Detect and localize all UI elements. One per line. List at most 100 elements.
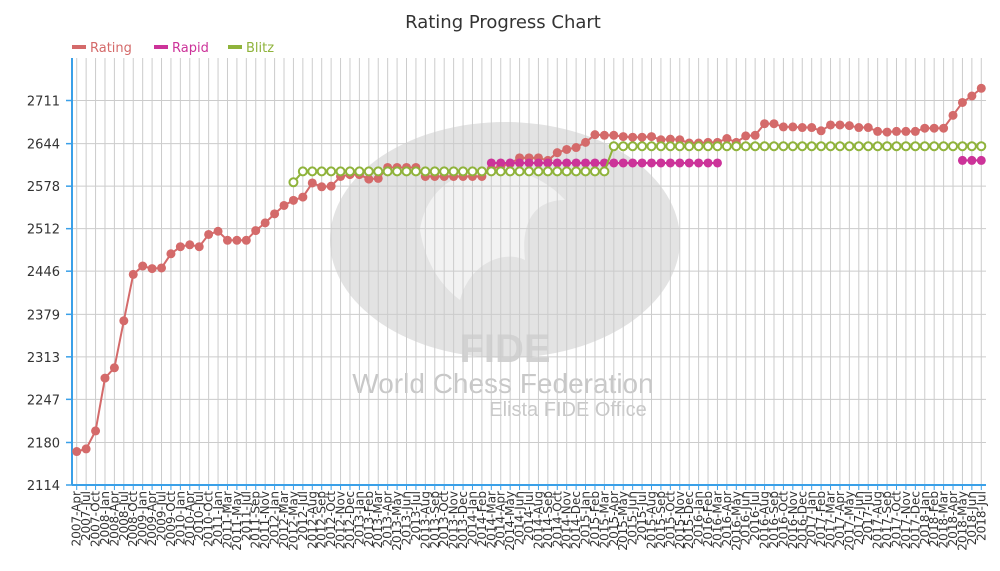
data-point-blitz[interactable] — [373, 166, 384, 177]
data-point-rating[interactable] — [844, 121, 854, 131]
data-point-rapid[interactable] — [703, 158, 713, 168]
data-point-rapid[interactable] — [581, 158, 591, 168]
data-point-rating[interactable] — [882, 127, 892, 137]
data-point-blitz[interactable] — [552, 166, 563, 177]
data-point-blitz[interactable] — [731, 141, 742, 152]
data-point-rating[interactable] — [788, 122, 798, 132]
data-point-rating[interactable] — [552, 148, 562, 158]
data-point-blitz[interactable] — [750, 141, 761, 152]
data-point-blitz[interactable] — [834, 141, 845, 152]
data-point-blitz[interactable] — [542, 166, 553, 177]
data-point-blitz[interactable] — [948, 141, 959, 152]
data-point-blitz[interactable] — [929, 141, 940, 152]
data-point-rating[interactable] — [119, 316, 129, 326]
data-point-blitz[interactable] — [797, 141, 808, 152]
data-point-blitz[interactable] — [476, 166, 487, 177]
data-point-rating[interactable] — [722, 134, 732, 144]
data-point-blitz[interactable] — [693, 141, 704, 152]
data-point-blitz[interactable] — [429, 166, 440, 177]
data-point-rating[interactable] — [260, 218, 270, 228]
data-point-rapid[interactable] — [515, 158, 525, 168]
data-point-rating[interactable] — [581, 137, 591, 147]
data-point-blitz[interactable] — [768, 141, 779, 152]
data-point-blitz[interactable] — [316, 166, 327, 177]
data-point-blitz[interactable] — [684, 141, 695, 152]
data-point-rating[interactable] — [279, 200, 289, 210]
data-point-blitz[interactable] — [778, 141, 789, 152]
data-point-rating[interactable] — [241, 235, 251, 245]
data-point-rating[interactable] — [562, 144, 572, 154]
data-point-blitz[interactable] — [882, 141, 893, 152]
data-point-blitz[interactable] — [344, 166, 355, 177]
data-point-rapid[interactable] — [562, 158, 572, 168]
data-point-rapid[interactable] — [533, 158, 543, 168]
data-point-blitz[interactable] — [627, 141, 638, 152]
data-point-blitz[interactable] — [966, 141, 977, 152]
data-point-blitz[interactable] — [665, 141, 676, 152]
data-point-rating[interactable] — [939, 123, 949, 133]
data-point-blitz[interactable] — [703, 141, 714, 152]
data-point-rating[interactable] — [797, 123, 807, 133]
data-point-rating[interactable] — [204, 229, 214, 239]
data-point-rapid[interactable] — [496, 158, 506, 168]
data-point-blitz[interactable] — [363, 166, 374, 177]
data-point-rating[interactable] — [967, 91, 977, 101]
data-point-rapid[interactable] — [694, 158, 704, 168]
data-point-rating[interactable] — [646, 132, 656, 142]
data-point-rating[interactable] — [307, 178, 317, 188]
data-point-blitz[interactable] — [618, 141, 629, 152]
data-point-blitz[interactable] — [561, 166, 572, 177]
data-point-blitz[interactable] — [816, 141, 827, 152]
data-point-blitz[interactable] — [401, 166, 412, 177]
data-point-rating[interactable] — [232, 235, 242, 245]
data-point-rating[interactable] — [298, 192, 308, 202]
data-point-blitz[interactable] — [674, 141, 685, 152]
data-point-rating[interactable] — [194, 242, 204, 252]
data-point-rating[interactable] — [920, 123, 930, 133]
data-point-rapid[interactable] — [712, 158, 722, 168]
data-point-rating[interactable] — [373, 173, 383, 183]
data-point-rapid[interactable] — [637, 158, 647, 168]
data-point-rating[interactable] — [910, 126, 920, 136]
legend-item-blitz[interactable]: Blitz — [228, 41, 274, 56]
data-point-rating[interactable] — [213, 226, 223, 236]
data-point-blitz[interactable] — [872, 141, 883, 152]
data-point-rating[interactable] — [185, 240, 195, 250]
data-point-blitz[interactable] — [863, 141, 874, 152]
data-point-rating[interactable] — [609, 130, 619, 140]
data-point-rating[interactable] — [147, 264, 157, 274]
data-point-rating[interactable] — [138, 261, 148, 271]
data-point-rating[interactable] — [901, 126, 911, 136]
data-point-rating[interactable] — [741, 131, 751, 141]
data-point-rating[interactable] — [166, 249, 176, 259]
data-point-rapid[interactable] — [609, 158, 619, 168]
data-point-blitz[interactable] — [759, 141, 770, 152]
data-point-blitz[interactable] — [844, 141, 855, 152]
data-point-rating[interactable] — [769, 119, 779, 129]
data-point-rating[interactable] — [317, 182, 327, 192]
data-point-blitz[interactable] — [608, 141, 619, 152]
data-point-blitz[interactable] — [637, 141, 648, 152]
data-point-rating[interactable] — [873, 126, 883, 136]
data-point-blitz[interactable] — [957, 141, 968, 152]
data-point-rapid[interactable] — [957, 155, 967, 165]
data-point-blitz[interactable] — [439, 166, 450, 177]
data-point-blitz[interactable] — [976, 141, 987, 152]
data-point-rating[interactable] — [326, 181, 336, 191]
data-point-blitz[interactable] — [514, 166, 525, 177]
data-point-blitz[interactable] — [467, 166, 478, 177]
data-point-rating[interactable] — [976, 83, 986, 93]
data-point-blitz[interactable] — [307, 166, 318, 177]
data-point-rating[interactable] — [175, 242, 185, 252]
data-point-rapid[interactable] — [543, 158, 553, 168]
data-point-rating[interactable] — [91, 426, 101, 436]
data-point-rapid[interactable] — [524, 158, 534, 168]
data-point-rapid[interactable] — [590, 158, 600, 168]
data-point-rating[interactable] — [618, 132, 628, 142]
data-point-rating[interactable] — [948, 110, 958, 120]
data-point-blitz[interactable] — [580, 166, 591, 177]
data-point-rating[interactable] — [807, 123, 817, 133]
data-point-rating[interactable] — [571, 143, 581, 153]
data-point-rating[interactable] — [270, 209, 280, 219]
legend[interactable]: Rating Rapid Blitz — [72, 41, 274, 56]
